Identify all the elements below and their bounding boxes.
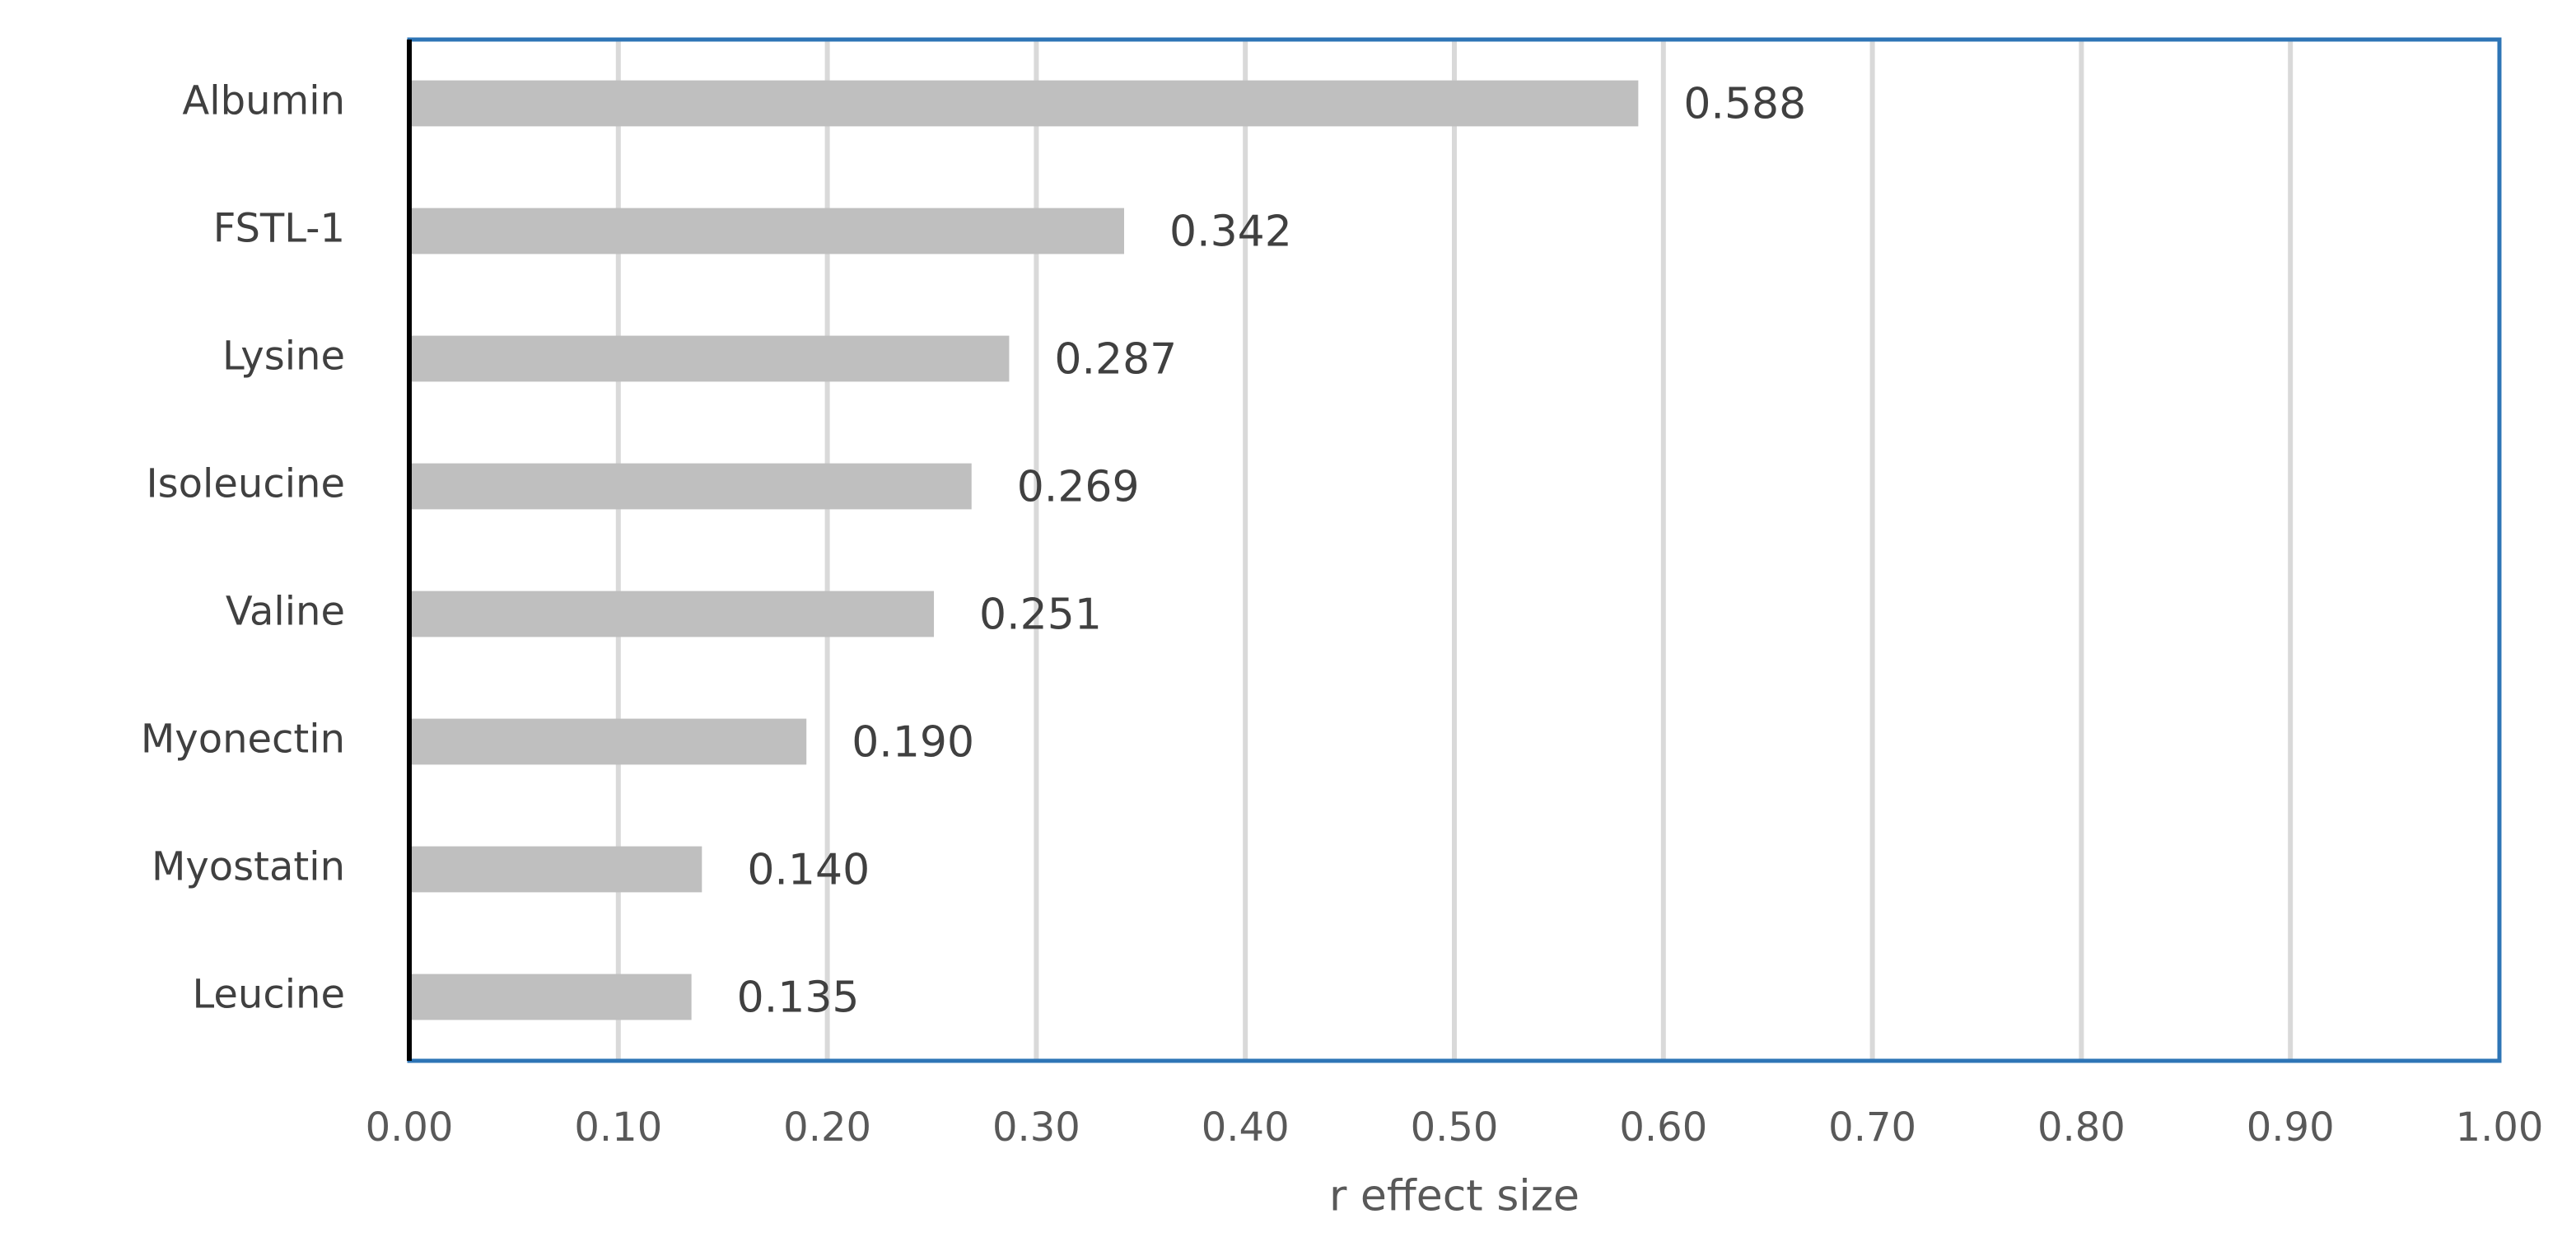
- category-label: Lysine: [222, 334, 345, 380]
- x-tick-label: 0.40: [1202, 1104, 1290, 1151]
- category-label: Myostatin: [152, 844, 345, 890]
- data-label: 0.269: [1017, 463, 1140, 512]
- data-label: 0.588: [1683, 80, 1806, 129]
- category-label: Isoleucine: [147, 461, 346, 507]
- x-tick-label: 0.80: [2037, 1104, 2126, 1151]
- data-label: 0.251: [979, 591, 1102, 640]
- data-label: 0.190: [852, 718, 974, 768]
- bar: [409, 591, 935, 637]
- x-tick-label: 0.90: [2247, 1104, 2335, 1151]
- bar: [409, 335, 1010, 382]
- data-label: 0.140: [747, 846, 870, 895]
- value-labels: 0.588 0.342 0.287 0.269 0.251 0.190 0.140 0.135: [737, 80, 1807, 1023]
- bar: [409, 718, 807, 765]
- category-label: FSTL-1: [213, 206, 345, 252]
- x-tick-label: 0.70: [1828, 1104, 1916, 1151]
- bar: [409, 80, 1639, 127]
- x-tick-label: 0.00: [366, 1104, 454, 1151]
- x-axis-title: r effect size: [1329, 1172, 1580, 1221]
- category-label: Myonectin: [141, 717, 345, 763]
- x-tick-label: 0.60: [1619, 1104, 1707, 1151]
- x-tick-label: 0.10: [574, 1104, 662, 1151]
- category-label: Leucine: [192, 972, 345, 1018]
- category-labels: Albumin FSTL-1 Lysine Isoleucine Valine Myone…: [141, 78, 345, 1018]
- bar: [409, 208, 1124, 254]
- data-label: 0.342: [1169, 208, 1292, 257]
- bar: [409, 974, 692, 1020]
- bar: [409, 463, 972, 510]
- category-label: Albumin: [182, 78, 345, 124]
- bar: [409, 846, 702, 893]
- data-label: 0.135: [737, 974, 860, 1023]
- bars: [409, 80, 1639, 1020]
- x-tick-label: 0.20: [783, 1104, 871, 1151]
- category-label: Valine: [226, 589, 345, 635]
- x-tick-label: 1.00: [2456, 1104, 2544, 1151]
- x-tick-labels: 0.00 0.10 0.20 0.30 0.40 0.50 0.60 0.70 0.80 0.90…: [366, 1104, 2544, 1151]
- x-tick-label: 0.50: [1411, 1104, 1499, 1151]
- x-tick-label: 0.30: [992, 1104, 1080, 1151]
- data-label: 0.287: [1054, 335, 1177, 385]
